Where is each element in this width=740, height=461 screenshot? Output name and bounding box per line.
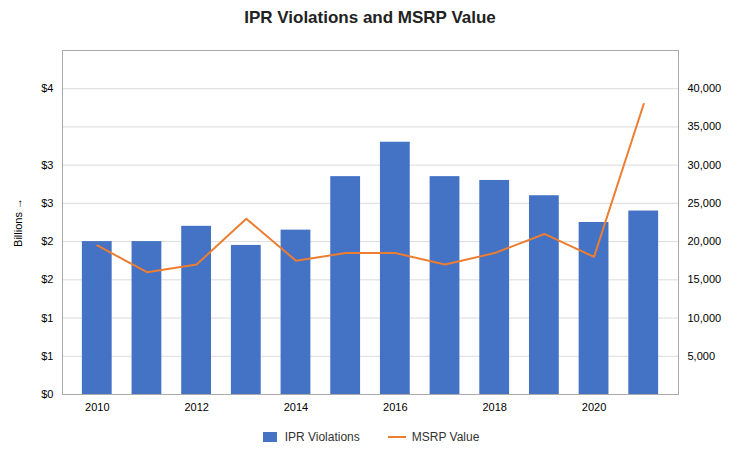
svg-text:$4: $4 — [41, 82, 53, 94]
svg-text:20,000: 20,000 — [688, 235, 722, 247]
svg-text:$2: $2 — [41, 235, 53, 247]
svg-text:$3: $3 — [41, 197, 53, 209]
html-text:IPR Violations and MSRP Value: IPR Violations and MSRP Value — [244, 8, 496, 27]
svg-text:2010: 2010 — [85, 401, 109, 413]
svg-text:2018: 2018 — [482, 401, 506, 413]
html-text:MSRP Value: MSRP Value — [411, 430, 480, 444]
svg-text:$3: $3 — [41, 159, 53, 171]
svg-text:2014: 2014 — [284, 401, 308, 413]
svg-text:2020: 2020 — [582, 401, 606, 413]
svg-text:5,000: 5,000 — [688, 350, 716, 362]
svg-text:Billions →: Billions → — [12, 198, 24, 247]
svg-text:2016: 2016 — [383, 401, 407, 413]
svg-text:40,000: 40,000 — [688, 82, 722, 94]
svg-text:15,000: 15,000 — [688, 273, 722, 285]
svg-text:$1: $1 — [41, 312, 53, 324]
svg-text:$1: $1 — [41, 350, 53, 362]
svg-text:$0: $0 — [41, 388, 53, 400]
svg-text:2012: 2012 — [184, 401, 208, 413]
svg-text:10,000: 10,000 — [688, 312, 722, 324]
svg-text:$2: $2 — [41, 273, 53, 285]
html-text:IPR Violations: IPR Violations — [284, 430, 360, 444]
svg-text:30,000: 30,000 — [688, 159, 722, 171]
svg-text:35,000: 35,000 — [688, 120, 722, 132]
svg-text:25,000: 25,000 — [688, 197, 722, 209]
